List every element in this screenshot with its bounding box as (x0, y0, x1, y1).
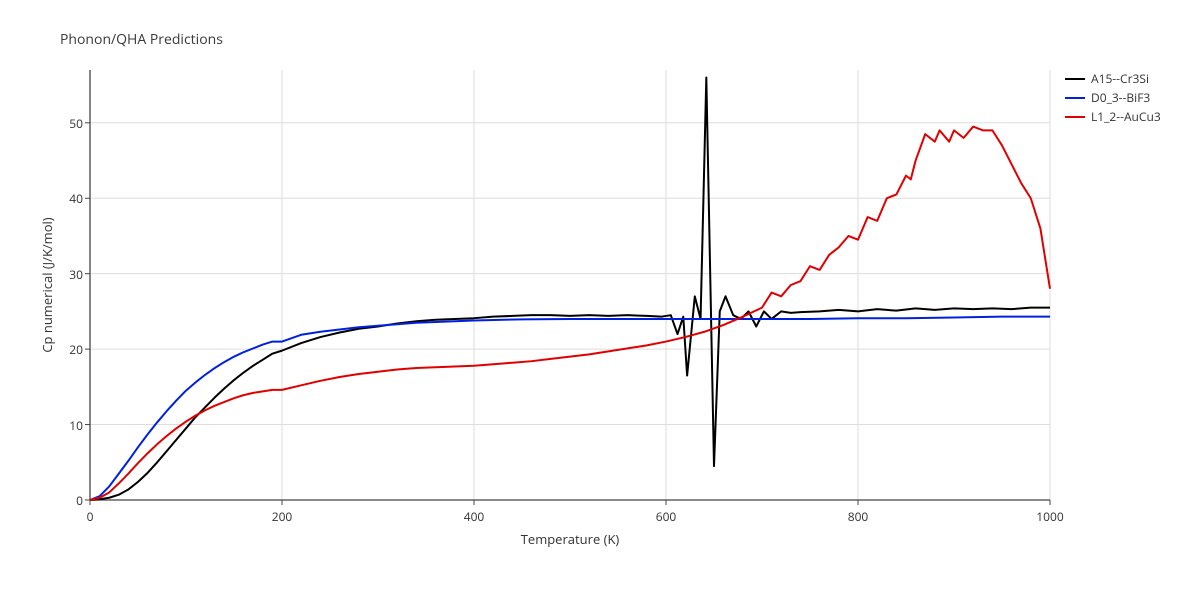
y-tick-label: 10 (55, 417, 83, 434)
y-tick-label: 50 (55, 115, 83, 132)
legend-swatch (1065, 97, 1085, 99)
x-tick-label: 1000 (1035, 508, 1065, 525)
legend-item[interactable]: A15--Cr3Si (1065, 70, 1161, 87)
legend-swatch (1065, 116, 1085, 118)
series-line[interactable] (90, 78, 1050, 500)
x-tick-label: 400 (459, 508, 489, 525)
legend-item[interactable]: D0_3--BiF3 (1065, 89, 1161, 106)
chart-container: Phonon/QHA Predictions A15--Cr3Si D0_3--B… (0, 0, 1200, 600)
series-line[interactable] (90, 317, 1050, 500)
x-tick-label: 0 (75, 508, 105, 525)
legend: A15--Cr3Si D0_3--BiF3 L1_2--AuCu3 (1065, 70, 1161, 127)
x-tick-label: 800 (843, 508, 873, 525)
series-line[interactable] (90, 127, 1050, 500)
x-tick-label: 600 (651, 508, 681, 525)
y-tick-label: 0 (55, 492, 83, 509)
y-tick-label: 40 (55, 190, 83, 207)
chart-svg (90, 70, 1050, 500)
y-tick-label: 20 (55, 341, 83, 358)
chart-title: Phonon/QHA Predictions (60, 30, 223, 49)
plot-area[interactable] (90, 70, 1050, 500)
x-axis-label: Temperature (K) (510, 530, 630, 548)
y-axis-label: Cp numerical (J/K/mol) (38, 205, 56, 365)
legend-item[interactable]: L1_2--AuCu3 (1065, 108, 1161, 125)
x-tick-label: 200 (267, 508, 297, 525)
legend-label: D0_3--BiF3 (1091, 89, 1150, 106)
y-tick-label: 30 (55, 266, 83, 283)
legend-swatch (1065, 78, 1085, 80)
legend-label: L1_2--AuCu3 (1091, 108, 1161, 125)
legend-label: A15--Cr3Si (1091, 70, 1149, 87)
